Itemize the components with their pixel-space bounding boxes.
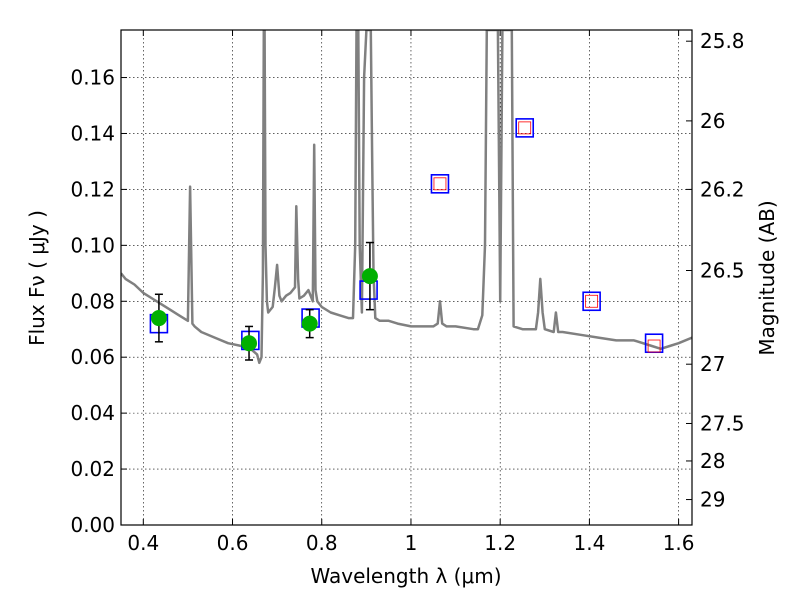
y-tick-label: 0.06 [70, 345, 115, 369]
upper-limit-point [433, 177, 447, 191]
x-tick-label: 1 [405, 531, 418, 555]
mag-tick-label: 25.8 [700, 29, 745, 53]
mag-tick-label: 29 [700, 488, 725, 512]
upper-limit-point [585, 294, 599, 308]
y-tick-label: 0.14 [70, 121, 115, 145]
y-tick-label: 0.12 [70, 177, 115, 201]
data-layer [121, 30, 692, 365]
x-tick-label: 1.4 [573, 531, 605, 555]
y-tick-label: 0.00 [70, 513, 115, 537]
observed-flux-point [361, 268, 378, 285]
grid-lines [121, 30, 692, 526]
y-axis-label: Flux Fν ( μJy ) [25, 210, 49, 346]
mag-tick-label: 26.5 [700, 259, 745, 283]
mag-tick-label: 26 [700, 109, 725, 133]
x-tick-label: 1.2 [484, 531, 516, 555]
mag-tick-label: 27.5 [700, 411, 745, 435]
model-spectrum-line [121, 30, 692, 365]
model-photometry-point [430, 174, 450, 194]
y-tick-label: 0.02 [70, 457, 115, 481]
y-tick-label: 0.08 [70, 289, 115, 313]
mag-tick-label: 26.2 [700, 177, 745, 201]
y-tick-label: 0.10 [70, 233, 115, 257]
observed-flux-point [241, 335, 258, 352]
x-axis-label: Wavelength λ (μm) [310, 564, 501, 588]
observed-flux-point [301, 315, 318, 332]
y-tick-label: 0.16 [70, 66, 115, 90]
x-tick-label: 0.8 [306, 531, 338, 555]
model-photometry-point [582, 291, 601, 312]
y-tick-label: 0.04 [70, 401, 115, 425]
observed-flux-point [150, 310, 167, 327]
x-tick-label: 1.6 [663, 531, 695, 555]
mag-tick-label: 28 [700, 449, 725, 473]
axis-ticks: 0.4 0.6 0.8 1 1.2 1.4 1.6 0.00 0.02 0.04 0.06 0.08 0… [70, 29, 744, 555]
plot-frame [120, 29, 693, 526]
upper-limit-point [518, 121, 532, 135]
model-photometry-point [515, 118, 535, 138]
x-tick-label: 0.4 [127, 531, 159, 555]
upper-limit-point [647, 339, 661, 353]
y2-axis-label: Magnitude (AB) [755, 200, 779, 355]
x-tick-label: 0.6 [217, 531, 249, 555]
mag-tick-label: 27 [700, 352, 725, 376]
